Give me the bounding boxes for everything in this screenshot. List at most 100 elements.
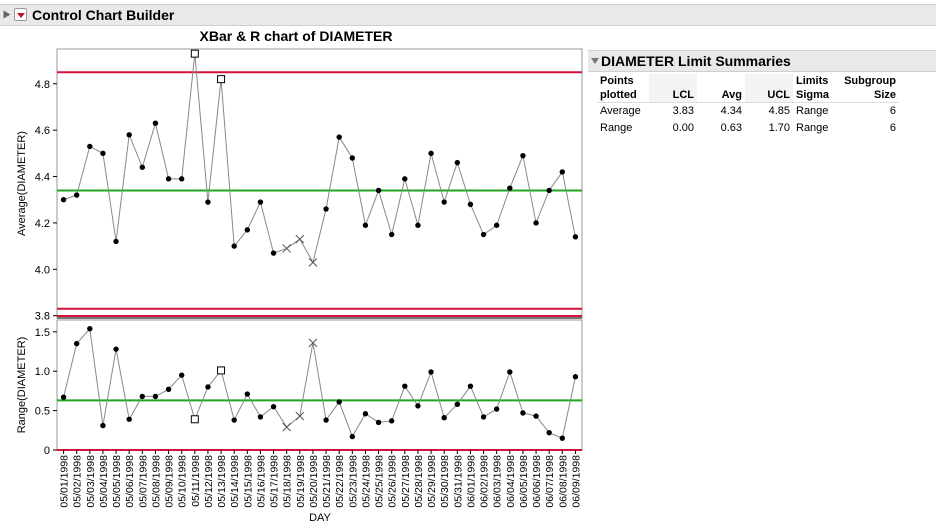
range-point: [270, 403, 277, 410]
range-point: [100, 422, 106, 429]
summary-title: DIAMETER Limit Summaries: [601, 53, 791, 69]
x-tick-label: 06/06/1998: [531, 455, 543, 508]
average-point: [323, 206, 329, 212]
x-tick-label: 05/14/1998: [229, 455, 241, 508]
average-y-tick-label: 4.2: [35, 218, 50, 230]
range-point: [546, 429, 552, 436]
average-point: [454, 159, 461, 166]
average-point: [270, 250, 277, 256]
range-point: [73, 340, 80, 347]
range-y-tick-label: 1.5: [35, 327, 50, 339]
x-tick-label: 05/28/1998: [413, 455, 425, 508]
table-row: Range 0.00 0.63 1.70 Range 6: [597, 120, 899, 137]
x-tick-label: 05/08/1998: [150, 455, 162, 508]
x-tick-label: 05/25/1998: [374, 455, 386, 508]
x-tick-label: 05/27/1998: [400, 455, 412, 508]
average-y-tick-label: 3.8: [35, 311, 50, 323]
average-point: [559, 169, 566, 175]
x-tick-label: 05/18/1998: [282, 455, 294, 508]
average-point: [126, 132, 132, 138]
x-tick-label: 05/23/1998: [347, 455, 359, 508]
cell-size: 6: [889, 105, 896, 117]
x-tick-label: 05/21/1998: [321, 455, 333, 508]
average-point: [60, 197, 67, 203]
x-tick-label: 05/07/1998: [137, 455, 149, 508]
range-point-flagged: [217, 366, 226, 375]
col-header-ucl: UCL: [745, 74, 793, 103]
range-point: [205, 384, 211, 390]
range-point: [323, 417, 329, 423]
cell-avg: 0.63: [720, 122, 742, 134]
app-title: Control Chart Builder: [32, 7, 175, 23]
x-tick-label: 05/20/1998: [308, 455, 320, 508]
average-y-axis-label: Average(DIAMETER): [16, 131, 28, 236]
x-tick-label: 05/12/1998: [203, 455, 215, 508]
range-point: [336, 399, 342, 405]
x-tick-label: 06/03/1998: [492, 455, 504, 508]
average-point: [100, 150, 106, 157]
x-tick-label: 06/01/1998: [465, 455, 477, 508]
x-tick-label: 05/01/1998: [59, 455, 71, 508]
range-point: [152, 393, 159, 400]
average-point-excluded: [295, 234, 305, 244]
x-tick-label: 05/19/1998: [295, 455, 307, 508]
average-point: [362, 222, 369, 228]
average-point-flagged: [190, 49, 199, 58]
average-point: [113, 238, 119, 245]
x-tick-label: 05/06/1998: [124, 455, 136, 508]
range-point-excluded: [295, 411, 305, 421]
average-point: [165, 176, 172, 182]
x-tick-label: 05/22/1998: [334, 455, 346, 508]
range-point-excluded: [308, 338, 318, 348]
chart-title: XBar & R chart of DIAMETER: [200, 28, 393, 44]
average-point: [480, 231, 487, 238]
average-point: [73, 192, 80, 198]
average-point: [257, 199, 264, 205]
cell-lcl: 3.83: [672, 105, 694, 117]
average-y-tick-label: 4.6: [35, 125, 50, 137]
average-point: [152, 120, 159, 126]
average-point: [87, 143, 93, 150]
collapse-triangle-icon[interactable]: [3, 10, 11, 19]
range-point: [139, 393, 146, 400]
average-point: [375, 187, 382, 194]
average-point: [336, 134, 342, 140]
average-panel: 3.8 4.0 4.2 4.4 4.6 4.8 Average(DIAMETER): [16, 48, 583, 323]
range-point: [231, 417, 237, 423]
range-panel: 0 0.5 1.0 1.5 Range(DIAMETER): [16, 315, 583, 457]
average-point: [441, 199, 447, 205]
average-point: [349, 155, 356, 161]
x-tick-label: 05/31/1998: [452, 455, 464, 508]
col-header-size: Subgroup Size: [837, 74, 899, 103]
range-y-tick-label: 0: [44, 445, 50, 457]
limit-summaries-table: Points plotted LCL Avg UCL Limits Sigma …: [597, 74, 899, 137]
cell-ucl: 1.70: [768, 122, 790, 134]
range-point: [178, 372, 185, 378]
average-y-tick-label: 4.8: [35, 79, 50, 91]
col-header-avg: Avg: [697, 74, 745, 103]
control-chart: XBar & R chart of DIAMETER 3.8 4.0 4.2 4.4 4…: [16, 28, 583, 524]
range-point: [415, 403, 421, 409]
average-point: [415, 222, 421, 228]
range-point: [454, 401, 461, 408]
average-point: [572, 234, 579, 240]
range-point: [60, 394, 67, 400]
x-tick-label: 05/11/1998: [190, 455, 202, 507]
average-point: [467, 201, 474, 208]
x-tick-label: 05/04/1998: [98, 455, 110, 508]
x-tick-label: 05/03/1998: [85, 455, 97, 508]
table-row: Average 3.83 4.34 4.85 Range 6: [597, 103, 899, 121]
average-series-line: [63, 53, 576, 264]
x-tick-label: 05/29/1998: [426, 455, 438, 508]
col-header-lcl: LCL: [649, 74, 697, 103]
range-point: [480, 414, 487, 420]
range-y-tick-label: 1.0: [35, 366, 50, 378]
range-point: [520, 410, 526, 416]
range-point: [244, 391, 251, 397]
red-triangle-menu-button[interactable]: [14, 8, 27, 21]
title-bar: Control Chart Builder: [0, 4, 936, 26]
x-tick-label: 05/24/1998: [360, 455, 372, 508]
collapse-triangle-icon[interactable]: [591, 58, 599, 64]
cell-ucl: 4.85: [768, 105, 790, 117]
summary-header: DIAMETER Limit Summaries: [588, 50, 936, 72]
